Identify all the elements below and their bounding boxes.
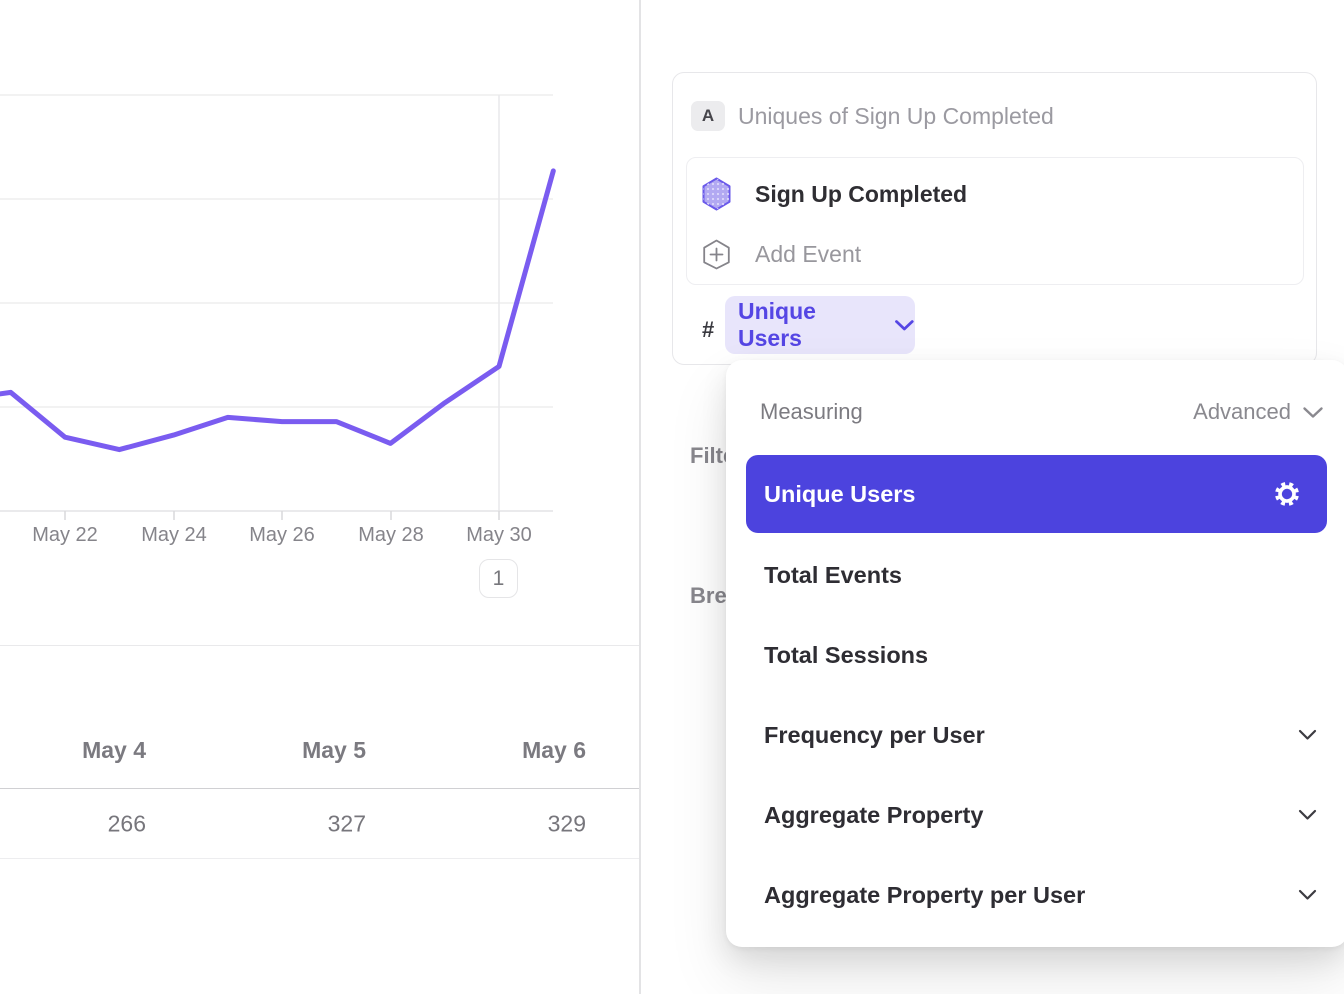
table-cell: 327: [327, 810, 366, 837]
table-column-header: May 4: [82, 737, 146, 763]
table-column-header: May 5: [302, 737, 366, 763]
event-card: Sign Up Completed Add Event: [686, 157, 1304, 285]
chart-x-axis: [0, 510, 553, 520]
pane-divider: [639, 0, 641, 994]
x-axis-tick-label: May 22: [32, 524, 98, 546]
menu-item-label: Aggregate Property per User: [764, 881, 1086, 908]
chevron-down-icon: [895, 319, 914, 330]
series-letter-badge: A: [691, 101, 725, 131]
event-hexagon-icon: [701, 177, 732, 211]
measuring-mode-label: Advanced: [1193, 399, 1291, 424]
query-builder-panel: A Uniques of Sign Up Completed Sign Up C…: [672, 72, 1317, 365]
table-column-header: May 6: [522, 737, 586, 763]
x-axis-tick-label: May 30: [466, 524, 532, 546]
menu-item-label: Total Events: [764, 561, 902, 588]
series-title: Uniques of Sign Up Completed: [738, 103, 1054, 129]
line-chart: [0, 94, 556, 520]
chevron-down-icon: [1298, 729, 1317, 740]
chart-series-line: [0, 168, 556, 453]
chevron-down-icon: [1298, 809, 1317, 820]
add-event-plus-icon: [701, 239, 732, 270]
x-axis-tick-label: May 28: [358, 524, 424, 546]
menu-item-aggregate-property[interactable]: Aggregate Property: [746, 775, 1327, 855]
measuring-dropdown-menu: Measuring Advanced Unique Users Total Ev…: [726, 360, 1344, 947]
menu-item-frequency-per-user[interactable]: Frequency per User: [746, 695, 1327, 775]
table-cell: 329: [547, 810, 586, 837]
measurement-selector-chip[interactable]: Unique Users: [725, 296, 915, 354]
event-name: Sign Up Completed: [755, 180, 968, 207]
menu-item-label: Total Sessions: [764, 641, 929, 668]
add-event-button[interactable]: Add Event: [687, 226, 1303, 282]
menu-item-aggregate-property-per-user[interactable]: Aggregate Property per User: [746, 855, 1327, 935]
menu-item-unique-users[interactable]: Unique Users: [746, 455, 1327, 533]
add-event-label: Add Event: [755, 240, 862, 267]
results-table: May 4 May 5 May 6 266 327 329: [0, 645, 639, 859]
menu-item-label: Aggregate Property: [764, 801, 984, 828]
chart-gridlines: [0, 94, 553, 511]
menu-item-total-sessions[interactable]: Total Sessions: [746, 615, 1327, 695]
measuring-mode-selector[interactable]: Advanced: [1193, 399, 1324, 425]
measuring-header-label: Measuring: [760, 399, 863, 424]
measurement-chip-label: Unique Users: [738, 298, 816, 351]
menu-item-label: Frequency per User: [764, 721, 985, 748]
table-cell: 266: [107, 810, 146, 837]
table-row: 266 327 329: [0, 790, 639, 859]
chevron-down-icon: [1303, 406, 1323, 418]
menu-item-label: Unique Users: [764, 480, 916, 507]
x-axis-tick-label: May 26: [249, 524, 315, 546]
table-header-row: May 4 May 5 May 6: [0, 646, 639, 789]
gear-icon[interactable]: [1272, 479, 1302, 509]
x-axis-tick-label: May 24: [141, 524, 207, 546]
event-row[interactable]: Sign Up Completed: [687, 166, 1303, 222]
pagination-page-button[interactable]: 1: [479, 559, 518, 598]
menu-item-total-events[interactable]: Total Events: [746, 535, 1327, 615]
chevron-down-icon: [1298, 889, 1317, 900]
measurement-hash-symbol: #: [702, 317, 715, 342]
